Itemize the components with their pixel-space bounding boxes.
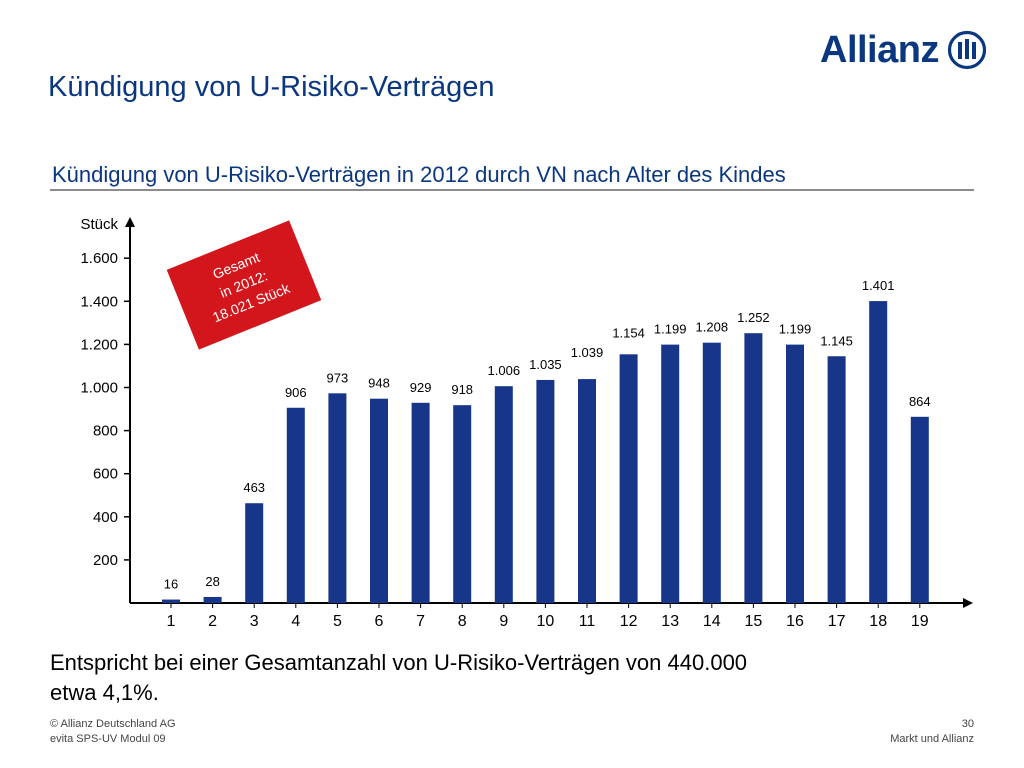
x-tick-label: 6 xyxy=(375,613,384,630)
y-tick-label: 400 xyxy=(93,509,118,526)
bar xyxy=(786,344,804,603)
bar xyxy=(245,503,264,603)
summary-text: Entspricht bei einer Gesamtanzahl von U-… xyxy=(50,648,910,707)
bar xyxy=(744,333,763,603)
x-tick-label: 4 xyxy=(291,613,300,630)
data-label: 1.039 xyxy=(571,345,604,360)
data-label: 948 xyxy=(368,376,390,391)
data-label: 463 xyxy=(243,480,265,495)
allianz-eagle-icon xyxy=(947,30,987,70)
footer-right: 30 Markt und Allianz xyxy=(890,717,974,748)
x-axis-arrow-icon xyxy=(963,598,973,608)
footer-left: © Allianz Deutschland AG evita SPS-UV Mo… xyxy=(50,717,176,748)
summary-line-2: etwa 4,1%. xyxy=(50,679,159,705)
x-tick-label: 16 xyxy=(786,613,804,630)
y-tick-label: 600 xyxy=(93,466,118,483)
bar xyxy=(578,379,596,603)
data-label: 906 xyxy=(285,385,307,400)
y-tick-label: 1.600 xyxy=(80,250,118,267)
bar xyxy=(869,301,888,603)
bar xyxy=(619,354,638,603)
data-label: 973 xyxy=(327,370,349,385)
summary-line-1: Entspricht bei einer Gesamtanzahl von U-… xyxy=(50,650,748,675)
bar xyxy=(162,599,180,603)
y-tick-label: 800 xyxy=(93,423,118,440)
y-tick-label: 1.000 xyxy=(80,380,118,397)
total-callout: Gesamt in 2012: 18.021 Stück xyxy=(166,220,322,350)
bar xyxy=(370,398,388,603)
bar xyxy=(286,407,305,603)
data-label: 16 xyxy=(164,577,178,592)
data-label: 1.199 xyxy=(654,322,687,337)
footer-section: Markt und Allianz xyxy=(890,733,974,746)
bar xyxy=(203,596,222,603)
x-tick-label: 18 xyxy=(869,613,887,630)
data-label: 1.199 xyxy=(779,322,812,337)
x-tick-label: 8 xyxy=(458,613,467,630)
data-label: 1.154 xyxy=(612,325,645,340)
bar xyxy=(827,356,846,603)
allianz-logo: Allianz xyxy=(820,28,987,72)
data-label: 1.208 xyxy=(696,320,729,335)
x-tick-label: 17 xyxy=(828,613,846,630)
x-tick-label: 5 xyxy=(333,613,342,630)
bar xyxy=(494,386,513,603)
bar xyxy=(411,402,430,603)
y-axis-label: Stück xyxy=(80,216,118,233)
subtitle-divider xyxy=(50,189,974,191)
x-tick-label: 12 xyxy=(620,613,638,630)
x-tick-label: 7 xyxy=(416,613,425,630)
x-tick-label: 11 xyxy=(579,613,596,630)
data-label: 1.145 xyxy=(820,333,853,348)
x-tick-label: 1 xyxy=(167,613,176,630)
bar xyxy=(702,342,721,603)
data-label: 1.035 xyxy=(529,357,562,372)
y-axis-arrow-icon xyxy=(125,217,135,227)
footer-copyright: © Allianz Deutschland AG xyxy=(50,718,176,730)
x-tick-label: 13 xyxy=(661,613,679,630)
data-label: 918 xyxy=(451,382,473,397)
bar xyxy=(910,416,929,603)
bar xyxy=(661,344,680,603)
data-label: 1.006 xyxy=(488,363,521,378)
page-title: Kündigung von U-Risiko-Verträgen xyxy=(48,71,495,103)
x-tick-label: 9 xyxy=(499,613,508,630)
x-tick-label: 3 xyxy=(250,613,259,630)
y-tick-label: 1.200 xyxy=(80,336,118,353)
data-label: 28 xyxy=(205,574,219,589)
footer-page-number: 30 xyxy=(961,718,974,730)
data-label: 929 xyxy=(410,380,432,395)
y-tick-label: 200 xyxy=(93,552,118,569)
footer-module: evita SPS-UV Modul 09 xyxy=(50,733,166,746)
x-tick-label: 15 xyxy=(745,613,763,630)
bar xyxy=(328,393,347,603)
x-tick-label: 10 xyxy=(537,613,555,630)
bar xyxy=(536,379,555,603)
x-tick-label: 19 xyxy=(911,613,929,630)
x-tick-label: 2 xyxy=(208,613,217,630)
logo-text: Allianz xyxy=(820,29,939,71)
bar xyxy=(453,405,472,603)
data-label: 1.401 xyxy=(862,278,895,293)
y-tick-label: 1.400 xyxy=(80,293,118,310)
callout-box xyxy=(166,220,322,350)
data-label: 1.252 xyxy=(737,310,770,325)
x-tick-label: 14 xyxy=(703,613,721,630)
chart-subtitle: Kündigung von U-Risiko-Verträgen in 2012… xyxy=(52,162,786,187)
data-label: 864 xyxy=(909,394,931,409)
